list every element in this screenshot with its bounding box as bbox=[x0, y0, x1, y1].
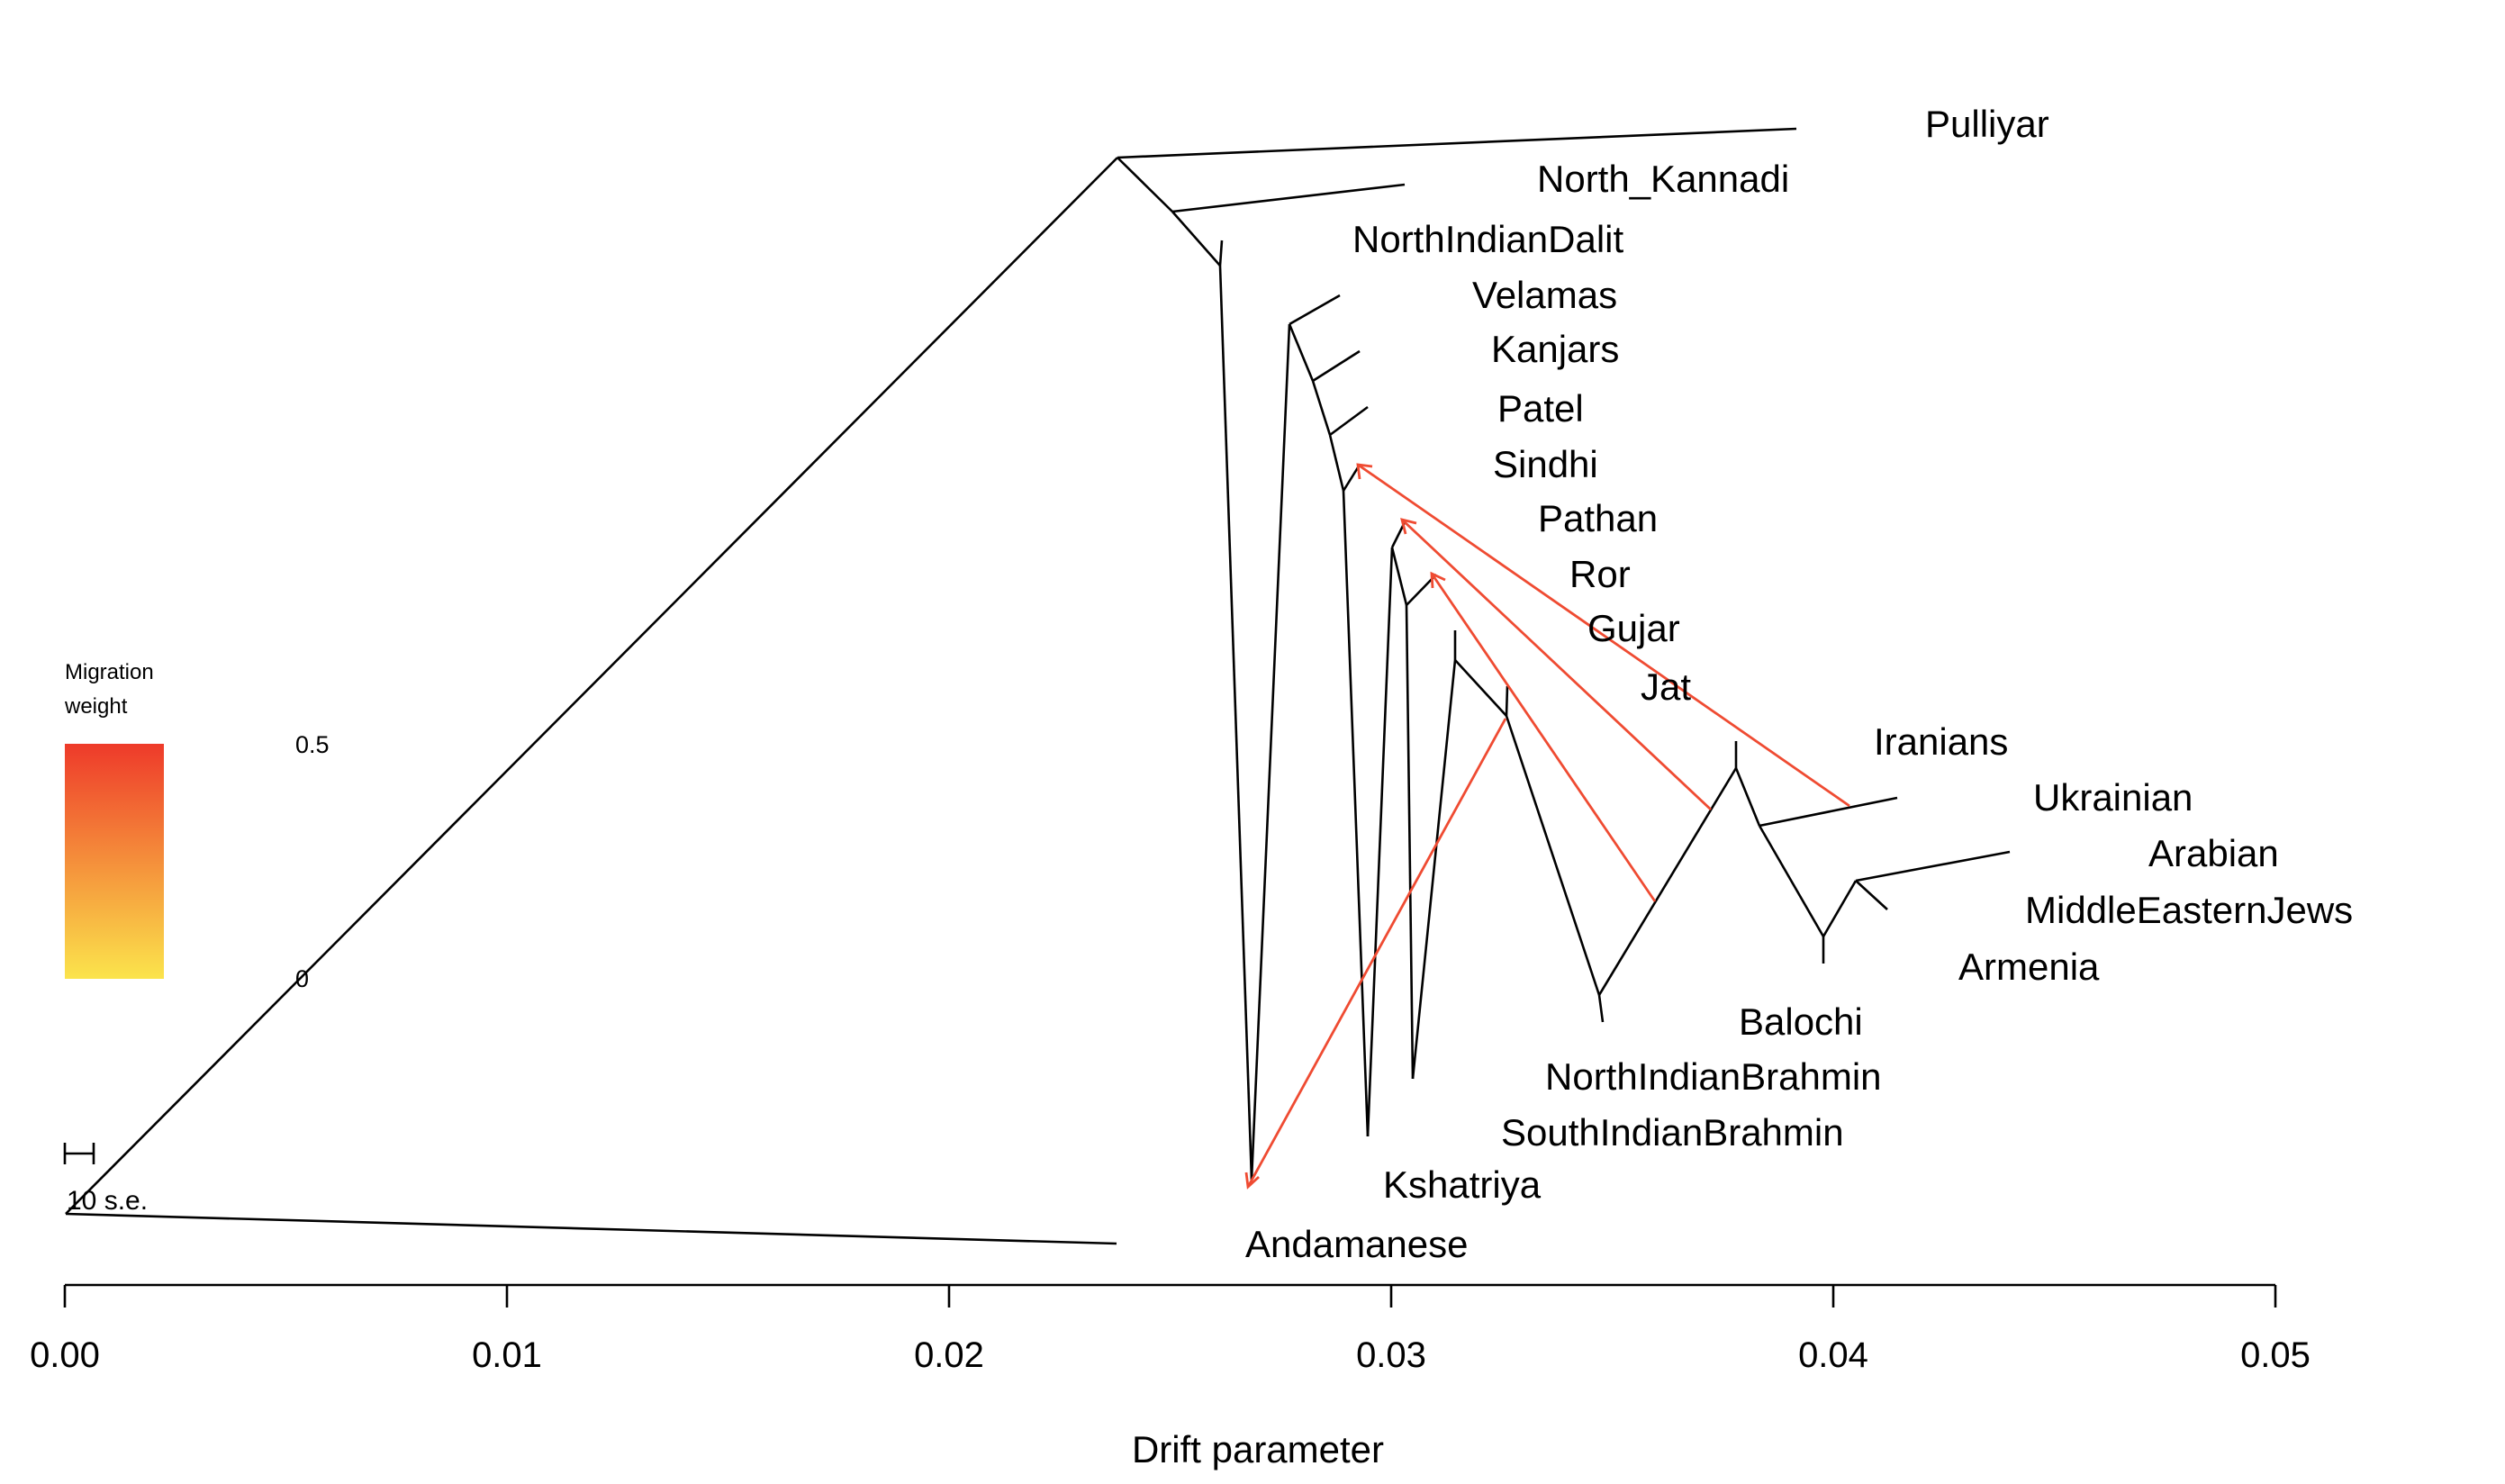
migration-edges bbox=[1244, 463, 1850, 1190]
edge-gujar-to-jat-node bbox=[1454, 659, 1507, 717]
edge-root-main bbox=[65, 157, 1118, 1215]
migration-arrow-jat-to-andamanese bbox=[1246, 718, 1507, 1188]
x-axis-tick-label-2: 0.02 bbox=[914, 1335, 984, 1375]
edge-to-kannadi-node bbox=[1117, 157, 1173, 213]
leaf-label-middle-eastern-jews: MiddleEasternJews bbox=[2025, 889, 2353, 931]
x-axis-tick-label-3: 0.03 bbox=[1356, 1335, 1426, 1375]
leaf-label-north-indian-dalit: NorthIndianDalit bbox=[1352, 218, 1623, 260]
legend-title-line1: Migration bbox=[65, 660, 154, 684]
edge-patel bbox=[1329, 405, 1369, 437]
edge-to-dalit-node bbox=[1171, 211, 1221, 267]
edge-arabian bbox=[1855, 850, 2011, 882]
leaf-label-kanjars: Kanjars bbox=[1491, 328, 1619, 370]
edge-patel-to-sindhi-node bbox=[1328, 434, 1345, 492]
edge-kshatriya-up bbox=[1366, 547, 1394, 1137]
legend-min-label: 0 bbox=[295, 965, 309, 992]
x-axis-title: Drift parameter bbox=[1132, 1428, 1384, 1470]
leaf-label-velamas: Velamas bbox=[1472, 274, 1617, 316]
x-axis-tick-label-5: 0.05 bbox=[2240, 1335, 2311, 1375]
leaf-label-south-indian-brahmin: SouthIndianBrahmin bbox=[1501, 1111, 1844, 1154]
leaf-label-iranians: Iranians bbox=[1874, 720, 2008, 763]
edge-kanjars-to-patel-node bbox=[1311, 380, 1332, 436]
migration-arrow-iranians-to-sindhi bbox=[1357, 463, 1850, 808]
edge-ukrainian bbox=[1759, 796, 1898, 828]
x-axis-tick-label-1: 0.01 bbox=[472, 1335, 542, 1375]
edge-nib-tip bbox=[1597, 994, 1605, 1023]
x-axis: 0.00 0.01 0.02 0.03 0.04 0.05 Drift para… bbox=[30, 1283, 2311, 1470]
leaf-label-north-kannadi: North_Kannadi bbox=[1537, 158, 1789, 200]
scale-bar: 10 s.e. bbox=[63, 1143, 148, 1216]
edge-nib-up bbox=[1597, 767, 1738, 996]
leaf-label-pathan: Pathan bbox=[1538, 497, 1658, 539]
edge-kanjars bbox=[1312, 349, 1361, 383]
migration-arrowhead-ror bbox=[1430, 571, 1446, 589]
edge-to-nib-low bbox=[1505, 715, 1601, 996]
edge-balochi-up bbox=[1822, 880, 1858, 937]
scale-bar-label: 10 s.e. bbox=[67, 1186, 148, 1216]
x-axis-tick-label-0: 0.00 bbox=[30, 1335, 100, 1375]
leaf-label-balochi: Balochi bbox=[1739, 1000, 1863, 1043]
x-axis-tick-label-4: 0.04 bbox=[1798, 1335, 1868, 1375]
edge-sib-up bbox=[1411, 659, 1457, 1080]
leaf-label-pulliyar: Pulliyar bbox=[1925, 103, 2049, 145]
edge-pulliyar bbox=[1117, 127, 1797, 159]
leaf-label-ukrainian: Ukrainian bbox=[2033, 776, 2193, 819]
leaf-label-andamanese: Andamanese bbox=[1245, 1223, 1469, 1265]
leaf-labels: Pulliyar North_Kannadi NorthIndianDalit … bbox=[1245, 103, 2353, 1265]
leaf-label-ror: Ror bbox=[1569, 553, 1631, 595]
migration-arrow-ukrainian-to-pathan bbox=[1401, 518, 1712, 811]
leaf-label-kshatriya: Kshatriya bbox=[1383, 1163, 1542, 1206]
leaf-label-north-indian-brahmin: NorthIndianBrahmin bbox=[1545, 1055, 1882, 1098]
edge-north-kannadi bbox=[1171, 183, 1406, 213]
edge-dalit-tip bbox=[1218, 240, 1224, 267]
leaf-label-sindhi: Sindhi bbox=[1493, 443, 1598, 485]
edge-to-sib-low bbox=[1405, 604, 1415, 1080]
leaf-label-patel: Patel bbox=[1497, 387, 1584, 430]
leaf-label-gujar: Gujar bbox=[1587, 607, 1680, 649]
edge-iranians-to-ukr-node bbox=[1734, 767, 1761, 827]
edge-jat bbox=[1505, 685, 1509, 717]
legend-max-label: 0.5 bbox=[295, 731, 330, 758]
edge-to-kshatriya-low bbox=[1342, 490, 1370, 1137]
edge-to-balochi-low bbox=[1758, 825, 1825, 937]
migration-arrowhead-pathan bbox=[1400, 518, 1417, 535]
edge-velamas bbox=[1289, 294, 1341, 326]
edge-armenia bbox=[1855, 880, 1888, 910]
migration-arrowhead-andamanese bbox=[1244, 1172, 1260, 1190]
migration-arrowhead-sindhi bbox=[1356, 463, 1373, 480]
migration-weight-legend: Migration weight 0.5 0 bbox=[64, 660, 330, 992]
edge-low-to-velamas-node bbox=[1250, 323, 1291, 1181]
edge-dalit-to-low bbox=[1218, 265, 1253, 1181]
edge-root-andamanese bbox=[65, 1212, 1117, 1245]
leaf-label-arabian: Arabian bbox=[2148, 832, 2279, 874]
leaf-label-jat: Jat bbox=[1641, 665, 1691, 708]
migration-arrow-nib-to-ror bbox=[1430, 573, 1657, 902]
edge-sindhi bbox=[1342, 464, 1361, 492]
leaf-label-armenia: Armenia bbox=[1958, 946, 2100, 988]
legend-title-line2: weight bbox=[64, 694, 128, 719]
edge-pathan-to-ror-node bbox=[1390, 547, 1408, 606]
edge-velamas-to-kanjars-node bbox=[1288, 323, 1315, 382]
legend-color-gradient bbox=[65, 744, 164, 979]
tree-edges bbox=[65, 127, 2011, 1245]
